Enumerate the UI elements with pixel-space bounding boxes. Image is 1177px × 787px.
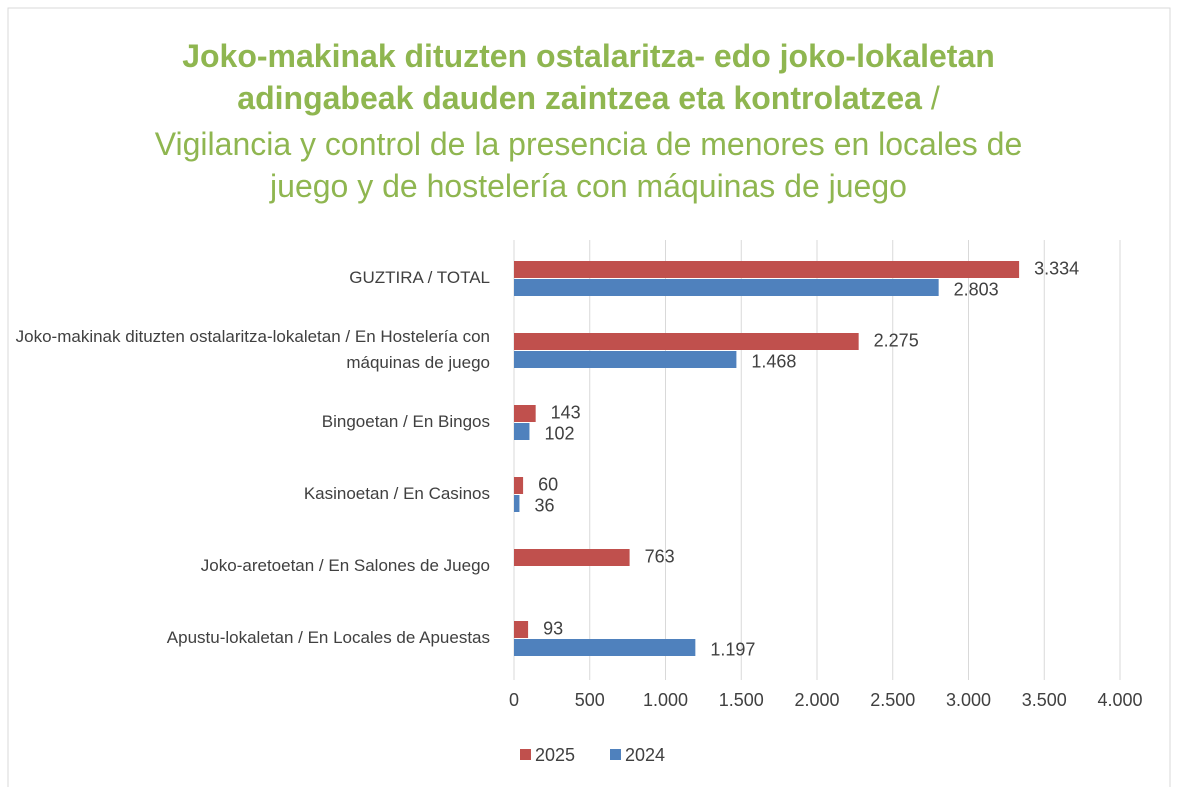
data-label: 2.803: [954, 279, 999, 299]
chart-border: [7, 7, 1171, 787]
x-tick-label: 4.000: [1097, 690, 1142, 710]
x-tick-label: 1.500: [719, 690, 764, 710]
data-label: 3.334: [1034, 258, 1079, 278]
bar: [514, 477, 524, 494]
x-tick-label: 2.000: [794, 690, 839, 710]
data-label: 143: [551, 402, 581, 422]
y-tick-label: Bingoetan / En Bingos: [321, 412, 490, 431]
data-label: 36: [534, 495, 554, 515]
bar: [514, 495, 520, 512]
x-tick-label: 1.000: [643, 690, 688, 710]
title-block: Joko-makinak dituzten ostalaritza- edo j…: [0, 35, 1177, 207]
x-tick-label: 2.500: [870, 690, 915, 710]
data-label: 2.275: [874, 330, 919, 350]
data-label: 60: [538, 474, 558, 494]
data-label: 1.468: [751, 351, 796, 371]
data-label: 1.197: [710, 639, 755, 659]
bar: [514, 423, 530, 440]
bar: [514, 279, 939, 296]
bar: [514, 333, 859, 350]
chart-subtitle: /: [930, 80, 940, 116]
x-tick-label: 3.500: [1022, 690, 1067, 710]
data-label: 763: [645, 546, 675, 566]
x-tick-label: 3.000: [946, 690, 991, 710]
bar: [514, 549, 630, 566]
bar: [514, 405, 536, 422]
y-tick-label: Joko-aretoetan / En Salones de Juego: [200, 556, 490, 575]
y-tick-label: Kasinoetan / En Casinos: [303, 484, 490, 503]
data-label: 93: [543, 618, 563, 638]
legend-swatch: [520, 749, 531, 760]
bar: [514, 261, 1020, 278]
legend-label: 2025: [535, 745, 575, 765]
chart-title: adingabeak dauden zaintzea eta kontrolat…: [237, 80, 922, 116]
y-tick-label: Joko-makinak dituzten ostalaritza-lokale…: [15, 327, 490, 372]
bar: [514, 351, 737, 368]
data-label: 102: [544, 423, 574, 443]
legend-swatch: [610, 749, 621, 760]
legend-label: 2024: [625, 745, 665, 765]
bar: [514, 639, 696, 656]
y-tick-label: GUZTIRA / TOTAL: [349, 268, 490, 287]
chart-subtitle: juego y de hostelería con máquinas de ju…: [270, 168, 907, 204]
y-tick-label: Apustu-lokaletan / En Locales de Apuesta…: [166, 628, 490, 647]
bar: [514, 621, 529, 638]
x-tick-label: 500: [575, 690, 605, 710]
chart-subtitle: Vigilancia y control de la presencia de …: [154, 126, 1023, 162]
x-tick-label: 0: [509, 690, 519, 710]
chart-title: Joko-makinak dituzten ostalaritza- edo j…: [182, 38, 995, 74]
